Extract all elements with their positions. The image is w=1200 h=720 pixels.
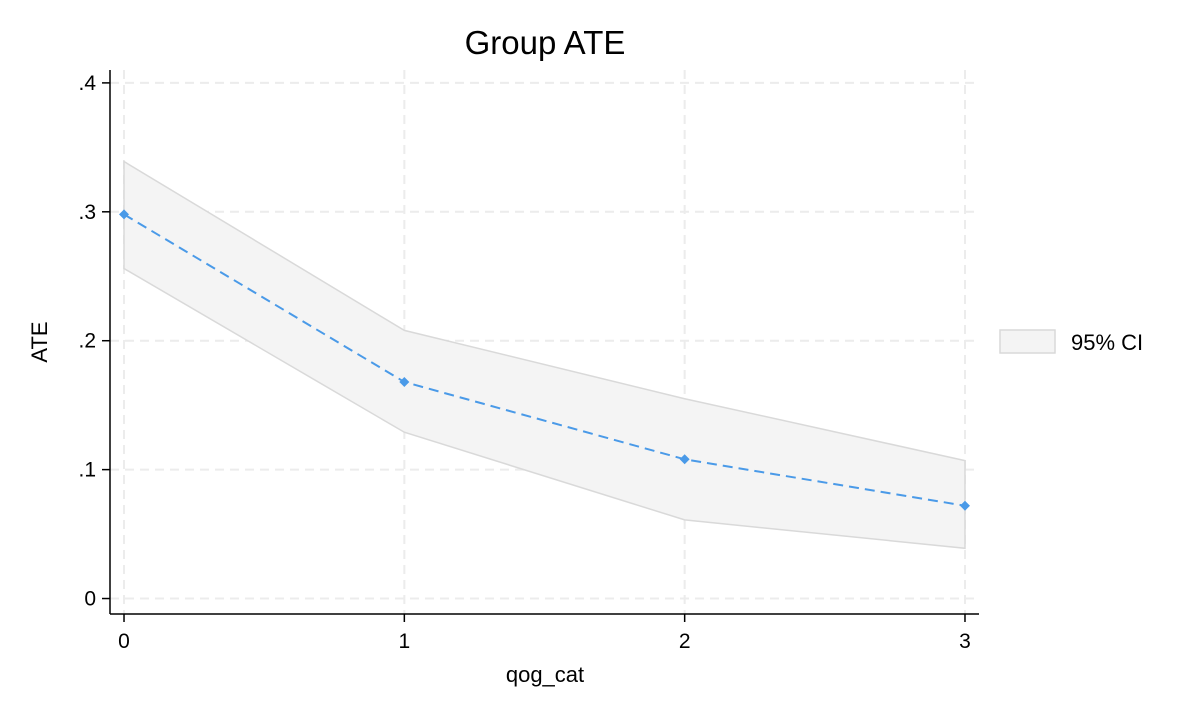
- data-point-2: [679, 454, 690, 465]
- series-line-0: [123, 213, 966, 507]
- y-tick-label-0: 0: [84, 588, 96, 611]
- x-axis-title: qog_cat: [506, 662, 584, 687]
- legend-swatch-ci: [999, 329, 1056, 354]
- y-tick-label-4: .4: [78, 72, 96, 95]
- ci-band-layer: [123, 160, 966, 550]
- data-point-1: [399, 376, 410, 387]
- legend-label-ci: 95% CI: [1071, 330, 1143, 355]
- chart-title: Group ATE: [465, 24, 626, 61]
- axis-layer: 0 .1 .2 .3 .4 0 1 2 3: [78, 70, 979, 653]
- y-tick-label-2: .2: [78, 330, 96, 353]
- legend: 95% CI: [999, 329, 1143, 355]
- x-tick-label-3: 3: [959, 630, 971, 653]
- y-axis-title: ATE: [27, 321, 52, 362]
- y-tick-label-3: .3: [78, 201, 96, 224]
- data-point-0: [119, 209, 130, 220]
- ci-band: [123, 160, 966, 550]
- x-tick-label-2: 2: [679, 630, 691, 653]
- series-layer: [119, 209, 970, 511]
- x-tick-label-1: 1: [398, 630, 410, 653]
- x-tick-label-0: 0: [118, 630, 130, 653]
- data-point-3: [959, 500, 970, 511]
- y-tick-label-1: .1: [78, 459, 96, 482]
